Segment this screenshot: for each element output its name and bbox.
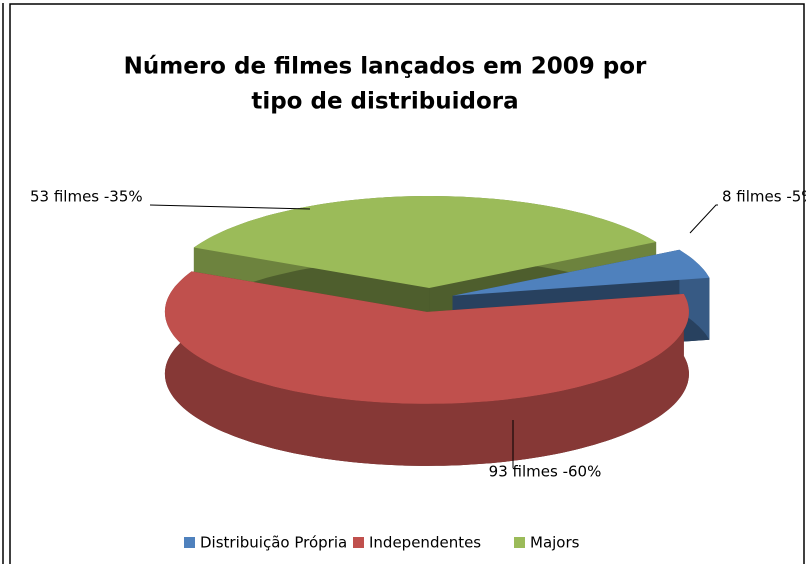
slice — [193, 196, 657, 288]
data-label: 53 filmes -35% — [30, 188, 143, 206]
legend-label: Distribuição Própria — [200, 534, 347, 552]
slice — [452, 249, 710, 296]
legend-swatch — [184, 537, 195, 548]
data-label: 8 filmes -5% — [722, 188, 806, 206]
slice-side — [164, 271, 689, 466]
slice — [164, 271, 689, 404]
data-label: 93 filmes -60% — [489, 463, 602, 481]
chart-title: Número de filmes lançados em 2009 por — [124, 54, 647, 80]
leader-line — [689, 204, 718, 234]
frame — [9, 3, 805, 564]
slice — [164, 271, 689, 466]
legend-label: Majors — [530, 534, 580, 552]
chart-title: tipo de distribuidora — [251, 89, 518, 115]
leader-line — [149, 204, 311, 210]
legend-swatch — [353, 537, 364, 548]
legend-label: Independentes — [369, 534, 481, 552]
legend-swatch — [514, 537, 525, 548]
